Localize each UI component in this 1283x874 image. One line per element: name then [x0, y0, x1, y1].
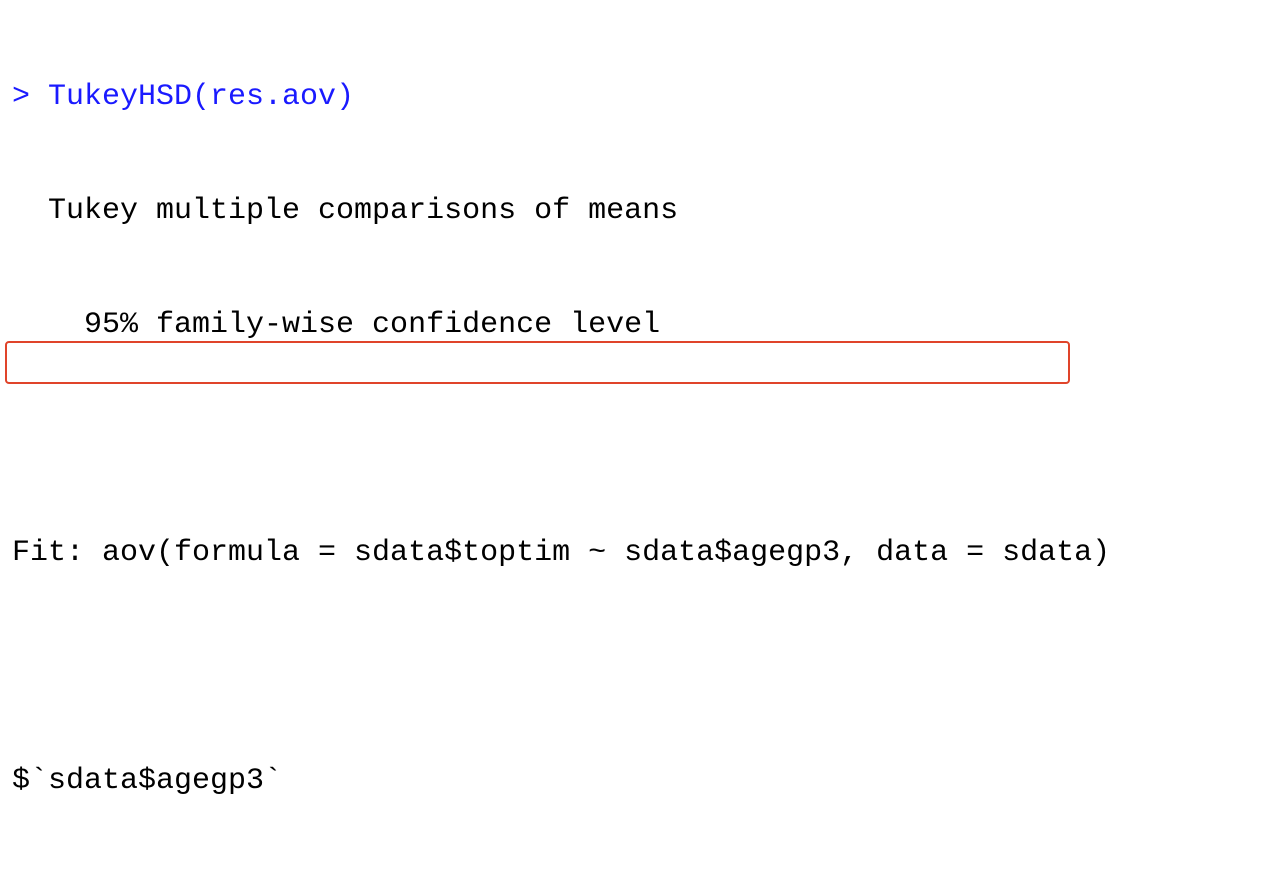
blank-line — [12, 420, 1110, 458]
r-console-output: > TukeyHSD(res.aov) Tukey multiple compa… — [12, 2, 1110, 874]
output-heading-title: Tukey multiple comparisons of means — [12, 194, 679, 228]
command-text: TukeyHSD(res.aov) — [48, 80, 355, 114]
blank-line — [12, 648, 1110, 686]
command-line: > TukeyHSD(res.aov) — [12, 78, 1110, 116]
output-heading-confidence: 95% family-wise confidence level — [12, 308, 661, 342]
group-name-line: $`sdata$agegp3` — [12, 764, 283, 798]
prompt-symbol: > — [12, 80, 49, 114]
fit-formula-line: Fit: aov(formula = sdata$toptim ~ sdata$… — [12, 536, 1111, 570]
